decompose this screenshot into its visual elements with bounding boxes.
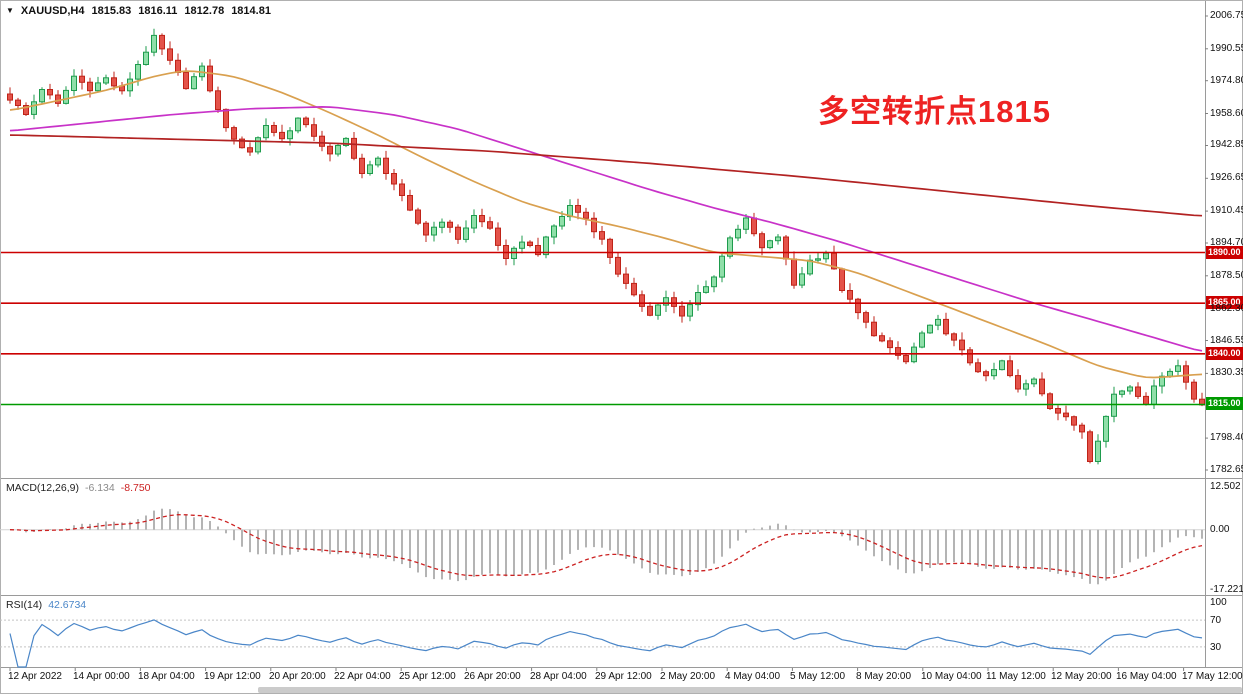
- ma-slow-red: [9, 134, 1203, 217]
- ma-fast-orange: [9, 70, 1203, 379]
- ma-mid-magenta: [9, 106, 1203, 352]
- macd-histogram: [17, 508, 1203, 585]
- candles: [7, 28, 1205, 465]
- rsi-line: [9, 619, 1203, 668]
- macd-signal-line: [9, 514, 1203, 579]
